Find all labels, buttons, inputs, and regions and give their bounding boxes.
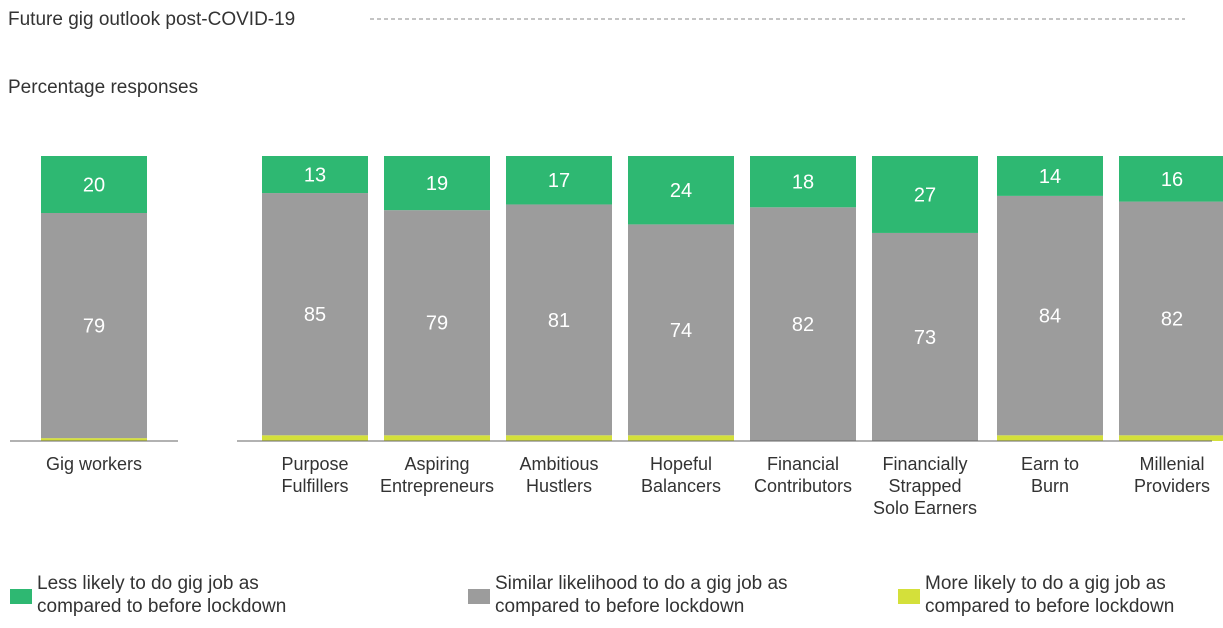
legend-label-line: compared to before lockdown bbox=[495, 596, 745, 617]
category-label-millenial-providers: Millenial Providers bbox=[1134, 454, 1210, 496]
bar-segment-financial-contributors-s1 bbox=[750, 207, 856, 441]
value-label-millenial-providers-s1: 82 bbox=[1161, 308, 1183, 330]
value-label-aspiring-entrepreneurs-s2: 19 bbox=[426, 173, 448, 195]
bar-segment-ambitious-hustlers-s1 bbox=[506, 204, 612, 436]
category-label-ambitious-hustlers: Ambitious Hustlers bbox=[519, 454, 598, 496]
category-label-financial-contributors: Financial Contributors bbox=[754, 454, 852, 496]
legend-swatch-similar-likelihood bbox=[468, 589, 490, 604]
bar-segment-gig-workers-s1 bbox=[41, 213, 147, 439]
bar-segment-financially-strapped-solo-earners-s1 bbox=[872, 232, 978, 441]
category-label-gig-workers: Gig workers bbox=[46, 454, 142, 474]
bar-segment-financial-contributors-s2 bbox=[750, 156, 856, 208]
category-label-purpose-fulfillers: Purpose Fulfillers bbox=[281, 454, 348, 496]
stacked-bar-chart: Future gig outlook post-COVID-19 Percent… bbox=[8, 9, 1223, 518]
legend-label-less-likely: Less likely to do gig job as compared to… bbox=[37, 572, 286, 618]
bar-segment-millenial-providers-s1 bbox=[1119, 201, 1223, 436]
bar-segment-hopeful-balancers-s0 bbox=[628, 435, 734, 441]
value-label-earn-to-burn-s1: 84 bbox=[1039, 306, 1061, 328]
bar-segment-aspiring-entrepreneurs-s1 bbox=[384, 210, 490, 436]
bar-segment-aspiring-entrepreneurs-s0 bbox=[384, 435, 490, 441]
chart-subtitle: Percentage responses bbox=[8, 77, 198, 98]
bar-group bbox=[41, 156, 1223, 441]
bar-segment-ambitious-hustlers-s0 bbox=[506, 435, 612, 441]
value-label-group: 79 20 85 13 79 19 81 17 74 24 82 18 73 27 84 14 82 16 bbox=[83, 165, 1183, 349]
value-label-hopeful-balancers-s1: 74 bbox=[670, 320, 692, 342]
bar-segment-ambitious-hustlers-s2 bbox=[506, 156, 612, 205]
value-label-millenial-providers-s2: 16 bbox=[1161, 169, 1183, 191]
category-label-earn-to-burn: Earn to Burn bbox=[1021, 454, 1079, 496]
value-label-gig-workers-s2: 20 bbox=[83, 175, 105, 197]
bar-segment-earn-to-burn-s2 bbox=[997, 156, 1103, 196]
legend-item-more-likely: More likely to do a gig job as compared … bbox=[898, 572, 1174, 618]
bar-segment-purpose-fulfillers-s0 bbox=[262, 435, 368, 441]
value-label-financially-strapped-solo-earners-s2: 27 bbox=[914, 184, 936, 206]
bar-segment-hopeful-balancers-s2 bbox=[628, 156, 734, 225]
bar-segment-earn-to-burn-s1 bbox=[997, 195, 1103, 436]
legend-swatch-more-likely bbox=[898, 589, 920, 604]
bar-segment-aspiring-entrepreneurs-s2 bbox=[384, 156, 490, 211]
bar-segment-financially-strapped-solo-earners-s2 bbox=[872, 156, 978, 233]
legend-label-similar-likelihood: Similar likelihood to do a gig job as co… bbox=[495, 572, 788, 618]
legend-item-similar-likelihood: Similar likelihood to do a gig job as co… bbox=[468, 572, 788, 618]
legend-label-line: compared to before lockdown bbox=[37, 596, 287, 617]
value-label-earn-to-burn-s2: 14 bbox=[1039, 166, 1061, 188]
value-label-financial-contributors-s2: 18 bbox=[792, 172, 814, 194]
legend-label-line: More likely to do a gig job as bbox=[925, 573, 1166, 594]
value-label-financial-contributors-s1: 82 bbox=[792, 314, 814, 336]
value-label-ambitious-hustlers-s1: 81 bbox=[548, 310, 570, 332]
legend-label-line: Similar likelihood to do a gig job as bbox=[495, 573, 788, 594]
value-label-gig-workers-s1: 79 bbox=[83, 316, 105, 338]
category-label-group: Gig workers Purpose Fulfillers Aspiring Entr… bbox=[46, 454, 1210, 518]
value-label-hopeful-balancers-s2: 24 bbox=[670, 180, 692, 202]
bar-segment-hopeful-balancers-s1 bbox=[628, 224, 734, 436]
value-label-purpose-fulfillers-s2: 13 bbox=[304, 165, 326, 187]
bar-segment-gig-workers-s0 bbox=[41, 438, 147, 441]
bar-segment-gig-workers-s2 bbox=[41, 156, 147, 213]
bar-segment-purpose-fulfillers-s2 bbox=[262, 156, 368, 194]
bar-segment-purpose-fulfillers-s1 bbox=[262, 193, 368, 436]
legend-item-less-likely: Less likely to do gig job as compared to… bbox=[10, 572, 286, 618]
bar-segment-millenial-providers-s2 bbox=[1119, 156, 1223, 202]
category-label-aspiring-entrepreneurs: Aspiring Entrepreneurs bbox=[380, 454, 494, 496]
value-label-purpose-fulfillers-s1: 85 bbox=[304, 304, 326, 326]
value-label-aspiring-entrepreneurs-s1: 79 bbox=[426, 313, 448, 335]
legend-label-line: Less likely to do gig job as bbox=[37, 573, 259, 594]
chart-title: Future gig outlook post-COVID-19 bbox=[8, 9, 295, 30]
bar-segment-millenial-providers-s0 bbox=[1119, 435, 1223, 441]
value-label-financially-strapped-solo-earners-s1: 73 bbox=[914, 327, 936, 349]
legend-swatch-less-likely bbox=[10, 589, 32, 604]
bar-segment-earn-to-burn-s0 bbox=[997, 435, 1103, 441]
value-label-ambitious-hustlers-s2: 17 bbox=[548, 170, 570, 192]
legend-label-line: compared to before lockdown bbox=[925, 596, 1175, 617]
category-label-hopeful-balancers: Hopeful Balancers bbox=[641, 454, 721, 496]
legend-label-more-likely: More likely to do a gig job as compared … bbox=[925, 572, 1174, 618]
category-label-financially-strapped-solo-earners: Financially Strapped Solo Earners bbox=[873, 454, 977, 518]
